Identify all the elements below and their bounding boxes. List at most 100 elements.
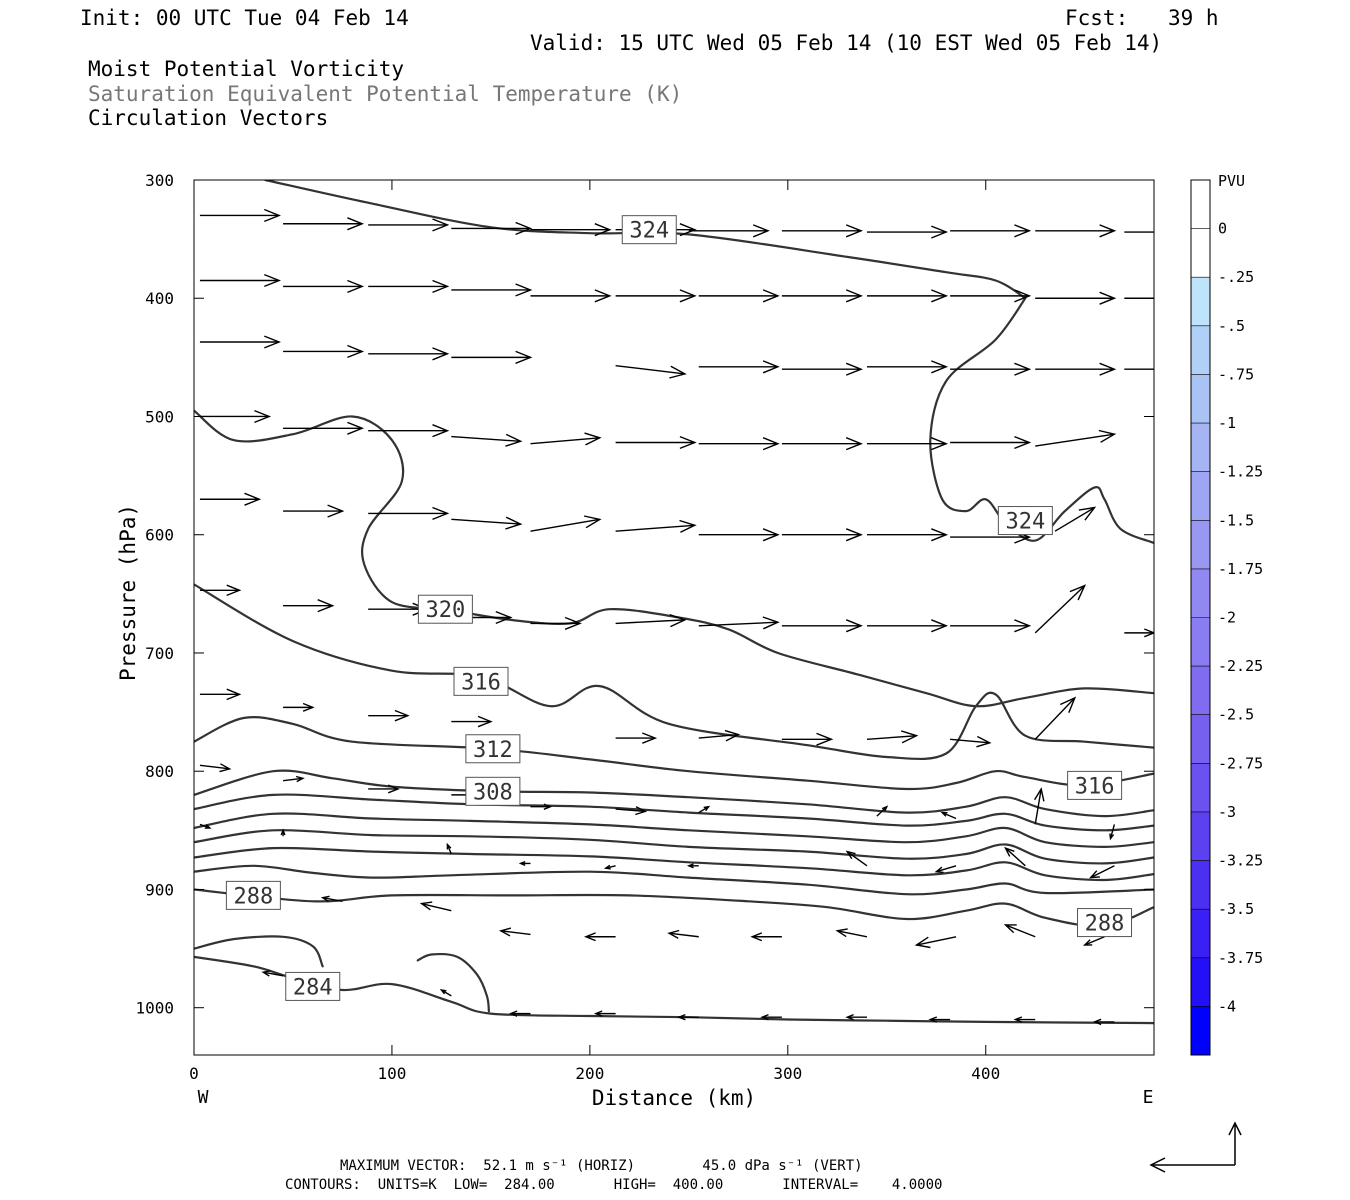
circulation-vector [368,424,450,438]
contour-label-box [285,971,341,1001]
circulation-vector [283,344,365,359]
forecast-hour: 39 h [1168,6,1219,30]
colorbar-label: -3 [1218,803,1236,821]
y-tick-label: 1000 [135,999,174,1018]
x-tick-label: 200 [575,1064,604,1083]
vector-head [762,437,780,451]
contour-label: 288 [225,880,281,910]
vector-head [845,619,863,633]
vector-shaft [615,808,646,813]
circulation-vector [368,347,450,361]
vector-head [432,424,450,438]
isentrope-308 [194,769,1154,818]
colorbar-swatch [1191,909,1210,959]
vector-head [1014,435,1032,450]
circulation-vector [914,936,957,949]
circulation-vector [615,614,687,628]
vector-head [686,863,694,869]
vector-head [515,350,533,364]
vector-head [327,504,345,518]
contour-label-text: 320 [426,598,466,623]
vector-shaft [916,936,957,946]
colorbar-swatch [1191,1006,1210,1056]
colorbar-swatch [1191,228,1210,278]
colorbar-label: -1.25 [1218,463,1263,481]
contour-label-text: 324 [1005,510,1045,535]
vector-shaft [500,930,531,936]
contour-label-text: 308 [473,780,513,805]
colorbar-label: -.75 [1218,365,1254,383]
circulation-vector [518,860,531,866]
circulation-vector [530,223,612,237]
x-end-label-east: E [1143,1087,1154,1108]
pv-region-17 [1017,582,1030,600]
x-tick-label: 300 [773,1064,802,1083]
colorbar-swatch [1191,860,1210,910]
vector-head [477,715,493,728]
colorbar-swatch [1191,714,1210,764]
vector-head [931,619,949,633]
pv-region-1 [223,457,366,527]
circulation-vector [866,437,949,451]
vector-shaft [698,621,778,627]
vector-shaft [451,518,521,525]
circulation-vector [283,504,345,518]
colorbar-title: PVU [1218,172,1245,190]
pv-region-14 [944,284,1051,387]
vector-head [1159,363,1174,375]
circulation-vector [845,850,868,867]
circulation-vector [1034,584,1087,634]
pv-region-11 [758,366,938,476]
circulation-vector [866,730,919,744]
vector-head [724,729,741,742]
vector-shaft [698,806,709,814]
circulation-vector [451,221,533,236]
vector-head [505,516,523,530]
circulation-vector [781,289,863,303]
vector-head [1092,1018,1102,1026]
vector-head [1099,291,1117,305]
circulation-vector [199,688,242,701]
colorbar-swatch [1191,568,1210,618]
circulation-vector [1035,362,1117,376]
vector-head [564,616,582,630]
circulation-vector [950,362,1032,376]
circulation-vector [876,805,889,817]
vector-head [1014,289,1032,303]
circulation-vector [950,289,1032,303]
colorbar-label: -3.5 [1218,900,1254,918]
vector-head [515,221,533,236]
circulation-vector [698,805,711,814]
vector-head [1144,628,1154,638]
circulation-vector [283,279,365,294]
circulation-vector [451,283,533,297]
circulation-vector [199,584,242,597]
contour-label-box [1077,908,1133,938]
circulation-vector [368,784,400,794]
isentrope-316 [194,583,1154,761]
vector-shaft [615,524,695,532]
isentrope-300 [194,812,1154,848]
vector-head [584,432,602,446]
colorbar-swatch [1191,957,1210,1007]
init-time: Init: 00 UTC Tue 04 Feb 14 [80,6,409,30]
plot-frame [193,179,1155,1056]
vector-head [669,614,687,628]
contour-label-box [997,506,1053,536]
vector-head [261,970,271,977]
vector-head [439,989,447,995]
circulation-vector [261,970,284,977]
x-axis-label: Distance (km) [592,1086,756,1110]
circulation-vector [282,775,305,783]
y-tick-label: 300 [145,171,174,190]
x-end-label-west: W [198,1087,209,1108]
vector-head [752,224,770,238]
field-title-mpv: Moist Potential Vorticity [88,57,405,81]
y-tick-label: 700 [145,644,174,663]
circulation-vector [199,492,262,506]
colorbar-label: -3.25 [1218,852,1263,870]
circulation-vector [199,763,232,773]
colorbar-swatch [1191,617,1210,667]
colorbar-label: -2.75 [1218,754,1263,772]
circulation-vector [199,335,281,349]
